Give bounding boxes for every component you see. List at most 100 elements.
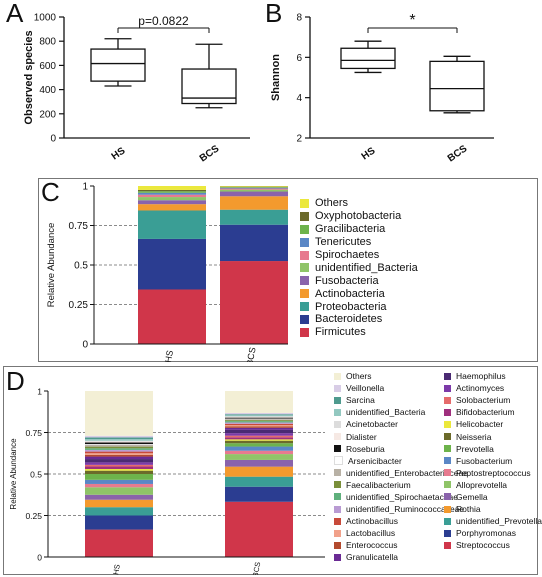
legend-swatch [300,302,309,312]
bar-segment-hs-tenericutes [138,192,206,195]
x-tick-label: BCS [198,143,222,164]
bar-segment-bcs-faecalibacterium [225,420,293,422]
legend-swatch [444,481,451,489]
legend-label: Granulicatella [346,552,398,563]
stacked-bar-phylum: 0 0.25 0.5 0.75 1 Relative Abundance HS BCS [46,182,288,362]
y-tick-label: 0.75 [25,428,42,438]
boxplot-observed-species: 0 200 400 600 800 1000 Observed species HS BCS p=… [23,13,250,165]
bar-segment-bcs-solobacterium [225,435,293,438]
legend-label: unidentified_Enterobacteriaceae [346,467,468,478]
legend-item: Oxyphotobacteria [300,210,418,223]
bar-segment-bcs-dialister [225,416,293,418]
legend-item: Spirochaetes [300,249,418,262]
bar-segment-hs-unidentified-ruminococcaceae [85,449,153,452]
legend-item: Faecalibacterium [334,479,468,491]
x-tick-label: HS [163,349,175,362]
legend-label: Bifidobacterium [456,407,515,418]
bar-segment-bcs-unidentified-bacteria [220,189,288,192]
legend-label: Arsenicibacter [348,455,402,466]
bar-segment-bcs-bacteroidetes [220,224,288,262]
bar-segment-bcs-peptostreptococcus [225,450,293,455]
bar-segment-bcs-arsenicibacter [225,418,293,420]
legend-label: Gemella [456,491,488,502]
legend-item: Bifidobacterium [444,406,542,418]
y-tick-label: 1 [82,182,88,193]
bar-segment-hs-firmicutes [138,289,206,344]
y-axis-label: Observed species [23,30,35,124]
bar-segment-hs-faecalibacterium [85,446,153,449]
bar-segment-hs-sarcina [85,437,153,440]
bar-segment-hs-others [138,186,206,190]
bar-segment-bcs-actinomyces [225,433,293,436]
bar-segment-hs-spirochaetes [138,194,206,198]
bar-segment-hs-streptococcus [85,529,153,557]
legend-swatch [300,211,309,221]
y-tick-label: 600 [39,61,56,72]
legend-label: Proteobacteria [315,300,387,313]
legend-label: Lactobacillus [346,528,396,539]
legend-swatch [444,384,451,392]
bar-segment-hs-alloprevotella [85,487,153,495]
bar-segment-hs-others [85,391,153,436]
bar-segment-hs-oxyphotobacteria [138,189,206,192]
legend-swatch [334,493,341,501]
legend-item: unidentified_Bacteria [334,406,468,418]
legend-item: Fusobacterium [444,455,542,467]
legend-item: Gemella [444,491,542,503]
legend-item: Solobacterium [444,394,542,406]
bar-segment-hs-actinomyces [85,462,153,465]
legend-label: Fusobacterium [456,455,513,466]
bar-segment-bcs-lactobacillus [225,425,293,427]
legend-label: Gracilibacteria [315,223,386,236]
bar-segment-hs-lactobacillus [85,453,153,455]
bar-segment-bcs-gracilibacteria [220,187,288,188]
legend-label: Others [315,197,349,210]
bar-segment-hs-solobacterium [85,464,153,467]
bar-segment-hs-unidentified-bacteria [85,439,153,441]
legend-swatch [334,445,341,453]
x-tick-label: BCS [446,143,470,164]
panel-label-c: C [41,177,60,207]
bar-segment-hs-unidentified-spirochaetaceae [85,448,153,450]
legend-label: Sarcina [346,395,375,406]
legend-label: Spirochaetes [315,249,380,261]
legend-label: Dialister [346,431,377,442]
legend-swatch [444,529,451,537]
y-tick-label: 200 [39,109,56,120]
x-tick-label: BCS [245,346,258,362]
y-tick-label: 0 [37,553,42,563]
box-hs [340,47,396,70]
bar-segment-bcs-prevotella [225,443,293,447]
bar-segment-hs-granulicatella [85,456,153,460]
legend-swatch [300,314,309,324]
legend-label: unidentified_Bacteria [346,407,426,418]
legend-label: Others [346,371,372,382]
legend-swatch [444,420,451,428]
bar-segment-hs-gracilibacteria [138,191,206,193]
legend-swatch [334,481,341,489]
legend-item: Tenericutes [300,236,418,249]
legend-item: Granulicatella [334,551,468,563]
legend-label: Alloprevotella [456,479,508,490]
significance-annotation: p=0.0822 [138,14,189,28]
legend-label: Bacteroidetes [315,313,383,326]
legend-item: Others [300,197,418,210]
bar-segment-bcs-unidentified-ruminococcaceae [225,422,293,424]
legend-swatch [334,517,341,525]
bar-segment-hs-unidentified-prevotellaceae [85,507,153,516]
bar-segment-hs-unidentified-enterobacteriaceae [85,444,153,447]
legend-swatch [334,420,341,428]
legend-swatch [334,505,341,513]
y-tick-label: 0.5 [30,470,42,480]
legend-item: unidentified_Spirochaetaceae [334,491,468,503]
legend-swatch [334,529,341,537]
legend-swatch [300,289,309,299]
legend-swatch [334,396,341,404]
bar-segment-bcs-spirochaetes [220,188,288,190]
bar-segment-hs-actinobacillus [85,451,153,454]
panel-d-frame [3,366,538,575]
legend-item: unidentified_Bacteria [300,261,418,274]
y-tick-label: 0.75 [69,221,89,232]
bar-segment-hs-bacteroidetes [138,238,206,290]
panel-label-a: A [6,0,24,28]
